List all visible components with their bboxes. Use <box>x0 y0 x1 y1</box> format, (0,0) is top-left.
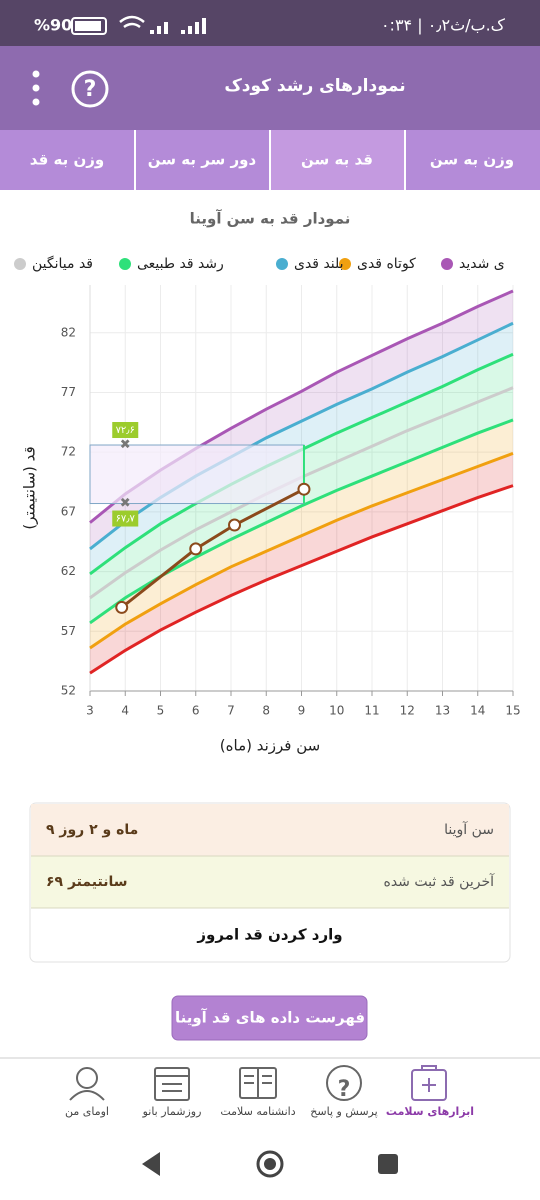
list-button-label: فهرست داده های قد آوینا <box>175 1009 365 1027</box>
legend-swatch <box>276 258 288 270</box>
home-dot <box>264 1158 276 1170</box>
signal-icon <box>150 18 206 34</box>
nav-item[interactable]: اومای من <box>65 1105 109 1118</box>
x-tick-label: 12 <box>400 704 415 718</box>
x-tick-label: 15 <box>505 704 520 718</box>
info-row <box>31 856 509 908</box>
legend-swatch <box>14 258 26 270</box>
child-line <box>120 487 305 609</box>
range-label-box <box>112 510 139 527</box>
info-row <box>31 804 509 856</box>
chart-title: نمودار قد به سن آوینا <box>190 210 351 228</box>
legend-swatch <box>441 258 453 270</box>
battery-text: %90 <box>34 16 72 35</box>
legend-swatch <box>339 258 351 270</box>
y-tick-label: 57 <box>61 624 76 638</box>
x-tick-label: 13 <box>435 704 450 718</box>
tab[interactable]: قد به سن <box>301 151 373 169</box>
percentile-line <box>89 451 514 650</box>
active-tab <box>270 130 405 190</box>
x-tick-label: 5 <box>157 704 165 718</box>
nav-item[interactable]: پرسش و پاسخ <box>310 1105 377 1118</box>
x-tick-label: 8 <box>262 704 270 718</box>
x-tick-label: 11 <box>364 704 379 718</box>
battery-icon <box>71 17 107 35</box>
y-tick-label: 52 <box>61 684 76 698</box>
info-value: ۶۹ سانتیمتر <box>46 874 128 890</box>
tab[interactable]: وزن به قد <box>30 151 104 169</box>
status-time: ۰:۳۴ | ۰٫۲ک.ب/ث <box>381 16 506 35</box>
range-marker: ✖ <box>120 496 131 511</box>
legend-label: رشد قد طبیعی <box>137 256 224 272</box>
x-tick-label: 4 <box>121 704 129 718</box>
nav-icon <box>69 1065 362 1101</box>
recents-button[interactable] <box>378 1154 398 1174</box>
y-axis-label: قد (سانتیمتر) <box>21 446 39 529</box>
legend-label: ی شدید <box>459 256 505 272</box>
info-label: آخرین قد ثبت شده <box>384 873 496 890</box>
percentile-line <box>89 484 514 675</box>
range-box <box>89 444 305 505</box>
app-bar <box>0 46 540 130</box>
y-tick-label: 62 <box>61 564 76 578</box>
x-tick-label: 6 <box>192 704 200 718</box>
legend-label: بلند قدی <box>294 256 344 272</box>
child-point <box>189 542 203 556</box>
nav-icon-glyph: ? <box>338 1077 351 1102</box>
info-label: سن آوینا <box>444 821 494 838</box>
range-label: ۶۷٫۷ <box>116 514 136 525</box>
y-tick-label: 72 <box>61 445 76 459</box>
help-icon: ? <box>84 77 97 102</box>
tab[interactable]: دور سر به سن <box>148 151 257 169</box>
range-marker: ✖ <box>120 438 131 453</box>
app-title: نمودارهای رشد کودک <box>224 76 405 96</box>
bottom-nav <box>0 1059 540 1130</box>
child-point <box>228 518 242 532</box>
info-value: ۹ ماه و ۲ روز <box>46 822 138 838</box>
x-tick-label: 10 <box>329 704 344 718</box>
child-point <box>115 600 129 614</box>
nav-item[interactable]: روزشمار بانو <box>142 1105 202 1118</box>
menu-button[interactable] <box>32 70 40 106</box>
legend-label: قد میانگین <box>32 255 93 272</box>
nav-icon <box>411 1065 447 1101</box>
tab[interactable]: وزن به سن <box>430 151 514 169</box>
x-tick-label: 3 <box>86 704 94 718</box>
list-button[interactable] <box>171 995 368 1041</box>
x-tick-label: 14 <box>470 704 485 718</box>
home-button[interactable] <box>256 1150 284 1178</box>
child-point <box>297 482 311 496</box>
x-tick-label: 9 <box>298 704 306 718</box>
range-label: ۷۲٫۶ <box>116 425 135 436</box>
band <box>90 419 513 649</box>
legend-swatch <box>119 258 131 270</box>
x-axis-label: سن فرزند (ماه) <box>220 737 320 755</box>
y-tick-label: 82 <box>61 325 76 339</box>
y-tick-label: 77 <box>61 385 76 399</box>
nav-item[interactable]: دانشنامه سلامت <box>220 1105 295 1118</box>
range-label-box <box>112 422 139 439</box>
legend-label: کوتاه قدی <box>357 256 416 272</box>
band <box>90 453 513 674</box>
enter-height-button[interactable]: وارد کردن قد امروز <box>196 926 342 944</box>
help-button[interactable] <box>71 70 109 108</box>
x-tick-label: 7 <box>227 704 235 718</box>
y-tick-label: 67 <box>61 504 76 518</box>
wifi-icon <box>119 15 145 29</box>
back-button[interactable] <box>142 1152 160 1176</box>
battery-level <box>75 21 101 31</box>
nav-item[interactable]: ابزارهای سلامت <box>386 1105 474 1118</box>
